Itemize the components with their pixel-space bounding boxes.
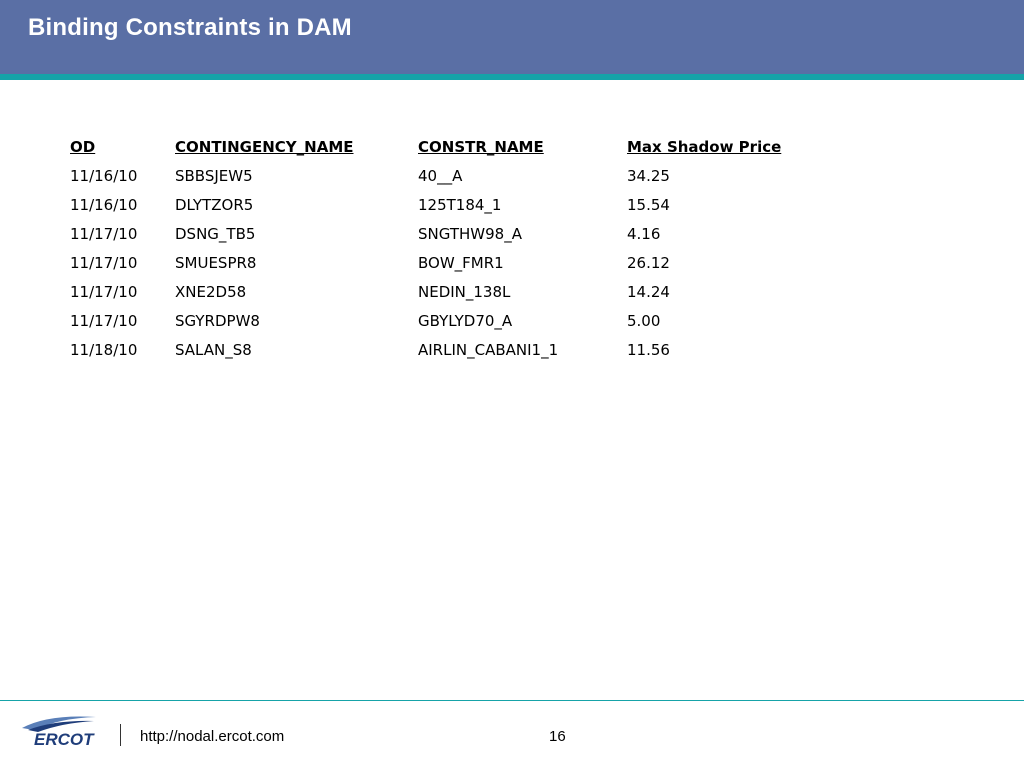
table-row: 11/16/10 DLYTZOR5 125T184_1 15.54 xyxy=(70,190,827,219)
cell-contingency-name: SALAN_S8 xyxy=(175,340,252,359)
logo-text: ERCOT xyxy=(34,730,95,749)
header-constr-name: CONSTR_NAME xyxy=(418,137,544,156)
cell-od: 11/16/10 xyxy=(70,195,138,214)
cell-constr-name: SNGTHW98_A xyxy=(418,224,522,243)
cell-max-shadow-price: 4.16 xyxy=(627,224,661,243)
header-od: OD xyxy=(70,137,96,156)
cell-contingency-name: SMUESPR8 xyxy=(175,253,257,272)
table-row: 11/18/10 SALAN_S8 AIRLIN_CABANI1_1 11.56 xyxy=(70,335,827,364)
table-row: 11/17/10 DSNG_TB5 SNGTHW98_A 4.16 xyxy=(70,219,827,248)
title-accent-stripe xyxy=(0,74,1024,80)
footer-separator xyxy=(120,724,121,746)
cell-contingency-name: DLYTZOR5 xyxy=(175,195,254,214)
cell-od: 11/16/10 xyxy=(70,166,138,185)
cell-max-shadow-price: 26.12 xyxy=(627,253,670,272)
page-number: 16 xyxy=(549,728,566,745)
cell-od: 11/17/10 xyxy=(70,253,138,272)
ercot-logo: ERCOT xyxy=(22,716,96,749)
cell-max-shadow-price: 15.54 xyxy=(627,195,670,214)
cell-constr-name: NEDIN_138L xyxy=(418,282,511,301)
binding-constraints-table: OD CONTINGENCY_NAME CONSTR_NAME Max Shad… xyxy=(70,132,827,364)
footer-divider xyxy=(0,700,1024,701)
footer-url: http://nodal.ercot.com xyxy=(140,728,285,745)
cell-constr-name: AIRLIN_CABANI1_1 xyxy=(418,340,559,359)
cell-contingency-name: SBBSJEW5 xyxy=(175,166,253,185)
cell-max-shadow-price: 14.24 xyxy=(627,282,670,301)
cell-constr-name: BOW_FMR1 xyxy=(418,253,504,272)
cell-contingency-name: XNE2D58 xyxy=(175,282,247,301)
cell-od: 11/17/10 xyxy=(70,224,138,243)
cell-max-shadow-price: 11.56 xyxy=(627,340,670,359)
table-row: 11/17/10 SMUESPR8 BOW_FMR1 26.12 xyxy=(70,248,827,277)
cell-od: 11/18/10 xyxy=(70,340,138,359)
cell-contingency-name: SGYRDPW8 xyxy=(175,311,260,330)
table-row: 11/17/10 SGYRDPW8 GBYLYD70_A 5.00 xyxy=(70,306,827,335)
cell-constr-name: GBYLYD70_A xyxy=(418,311,513,330)
cell-od: 11/17/10 xyxy=(70,311,138,330)
cell-constr-name: 125T184_1 xyxy=(418,195,502,214)
header-max-shadow-price: Max Shadow Price xyxy=(627,137,782,156)
cell-od: 11/17/10 xyxy=(70,282,138,301)
cell-constr-name: 40__A xyxy=(418,166,463,185)
slide-title: Binding Constraints in DAM xyxy=(28,14,352,41)
table-header-row: OD CONTINGENCY_NAME CONSTR_NAME Max Shad… xyxy=(70,132,827,161)
table-row: 11/17/10 XNE2D58 NEDIN_138L 14.24 xyxy=(70,277,827,306)
cell-max-shadow-price: 5.00 xyxy=(627,311,661,330)
cell-max-shadow-price: 34.25 xyxy=(627,166,670,185)
title-bar: Binding Constraints in DAM xyxy=(0,0,1024,74)
header-contingency-name: CONTINGENCY_NAME xyxy=(175,137,354,156)
table-row: 11/16/10 SBBSJEW5 40__A 34.25 xyxy=(70,161,827,190)
cell-contingency-name: DSNG_TB5 xyxy=(175,224,256,243)
